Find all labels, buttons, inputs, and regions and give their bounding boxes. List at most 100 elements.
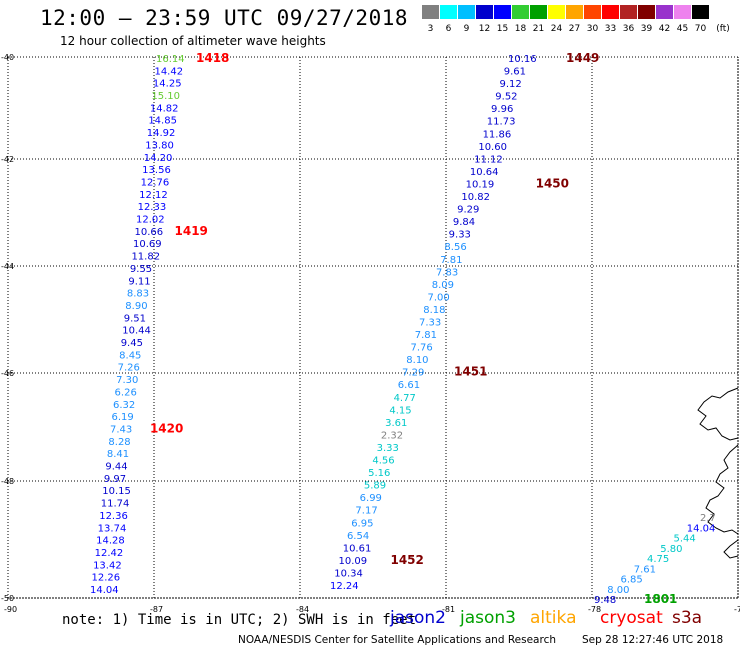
wave-height-value: 8.83 [127, 289, 149, 300]
wave-height-value: 12.33 [138, 202, 167, 213]
wave-height-value: 12.24 [330, 581, 359, 592]
color-scale-label: 6 [445, 24, 452, 34]
pass-time-label: 1420 [150, 421, 183, 435]
wave-height-value: 6.26 [115, 387, 137, 398]
color-swatch [566, 5, 583, 19]
pass-time-label: 1452 [390, 553, 423, 567]
legend-cryosat: cryosat [600, 608, 663, 628]
wave-height-value: 12.76 [141, 177, 170, 188]
longitude-tick-label: -75 [734, 605, 740, 614]
wave-height-value: 4.15 [389, 405, 411, 416]
wave-height-value: 6.95 [351, 518, 373, 529]
wave-height-value: 10.60 [478, 142, 507, 153]
wave-height-value: 11.86 [483, 129, 512, 140]
wave-height-value: 7.83 [436, 267, 458, 278]
wave-height-value: 14.28 [96, 536, 125, 547]
wave-height-value: 7.61 [634, 564, 656, 575]
latitude-tick-label: -50 [1, 594, 14, 603]
color-scale-label: 18 [514, 24, 527, 34]
wave-height-value: 12.42 [95, 548, 124, 559]
pass-time-label: 1449 [566, 51, 599, 65]
wave-height-value: 10.15 [102, 486, 131, 497]
wave-height-value: 8.41 [107, 449, 129, 460]
longitude-tick-label: -81 [442, 605, 455, 614]
wave-height-value: 13.74 [98, 523, 127, 534]
wave-height-value: 7.30 [116, 375, 138, 386]
color-scale-unit: (ft) [716, 24, 730, 34]
wave-height-value: 7.81 [440, 255, 462, 266]
wave-height-value: 9.33 [449, 230, 471, 241]
longitude-tick-label: -78 [588, 605, 601, 614]
color-swatch [584, 5, 601, 19]
wave-height-value: 12.36 [99, 511, 128, 522]
legend-s3a: s3a [672, 608, 703, 628]
wave-height-value: 7.33 [419, 318, 441, 329]
wave-height-value: 9.52 [495, 92, 517, 103]
wave-height-value: 14.20 [144, 153, 173, 164]
color-swatch [476, 5, 493, 19]
wave-height-value: 10.16 [508, 54, 537, 65]
color-swatch [512, 5, 529, 19]
track-3: 2.714.045.445.804.757.616.858.009.48 1801 [594, 513, 716, 606]
wave-height-value: 4.56 [372, 456, 394, 467]
wave-height-value: 8.28 [108, 437, 130, 448]
wave-height-value: 9.29 [457, 205, 479, 216]
chart-subtitle: 12 hour collection of altimeter wave hei… [60, 34, 326, 48]
wave-height-value: 8.90 [125, 301, 147, 312]
coastline-segment [723, 539, 739, 559]
legend-altika: altika [530, 608, 577, 628]
wave-height-value: 9.97 [104, 474, 126, 485]
pass-time-label: 1418 [196, 51, 229, 65]
wave-height-value: 7.43 [110, 424, 132, 435]
color-swatch [620, 5, 637, 19]
wave-height-value: 2.7 [700, 513, 716, 524]
wave-height-value: 7.81 [415, 330, 437, 341]
color-swatch [530, 5, 547, 19]
color-swatch [692, 5, 709, 19]
wave-height-value: 8.10 [406, 355, 428, 366]
wave-height-value: 10.66 [135, 227, 164, 238]
latitude-tick-label: -40 [1, 53, 14, 62]
pass-time-label: 1801 [644, 592, 677, 606]
color-scale-label: 45 [676, 24, 689, 34]
wave-height-value: 10.61 [343, 543, 372, 554]
wave-height-value: 8.09 [432, 280, 454, 291]
wave-height-value: 16.14 [156, 54, 185, 65]
color-swatch [494, 5, 511, 19]
wave-height-value: 14.85 [148, 116, 177, 127]
wave-height-value: 6.61 [398, 380, 420, 391]
wave-height-value: 4.75 [647, 554, 669, 565]
wave-height-value: 7.26 [118, 363, 140, 374]
wave-height-value: 10.69 [133, 239, 162, 250]
color-scale-label: 33 [604, 24, 617, 34]
wave-height-value: 9.51 [124, 313, 146, 324]
wave-height-value: 6.85 [621, 575, 643, 586]
wave-height-value: 11.82 [131, 252, 160, 263]
wave-height-value: 5.89 [364, 481, 386, 492]
color-scale-label: 30 [586, 24, 599, 34]
color-swatch [674, 5, 691, 19]
color-scale-label: 21 [532, 24, 545, 34]
color-scale-label: 39 [640, 24, 653, 34]
color-swatch [440, 5, 457, 19]
latitude-tick-label: -46 [1, 369, 14, 378]
legend-jason2: jason2 [390, 608, 446, 628]
wave-height-value: 11.73 [487, 117, 516, 128]
wave-height-value: 8.18 [423, 305, 445, 316]
wave-height-value: 7.76 [411, 343, 433, 354]
coastline-segment [697, 387, 739, 441]
pass-time-label: 1450 [536, 176, 569, 190]
wave-height-value: 9.61 [504, 67, 526, 78]
wave-height-value: 12.12 [139, 190, 168, 201]
wave-height-value: 10.82 [461, 192, 490, 203]
wave-height-value: 14.42 [154, 66, 183, 77]
wave-height-value: 10.34 [334, 568, 363, 579]
color-scale-label: 70 [694, 24, 707, 34]
pass-time-label: 1451 [454, 365, 487, 379]
color-scale-label: 36 [622, 24, 635, 34]
color-swatch [602, 5, 619, 19]
